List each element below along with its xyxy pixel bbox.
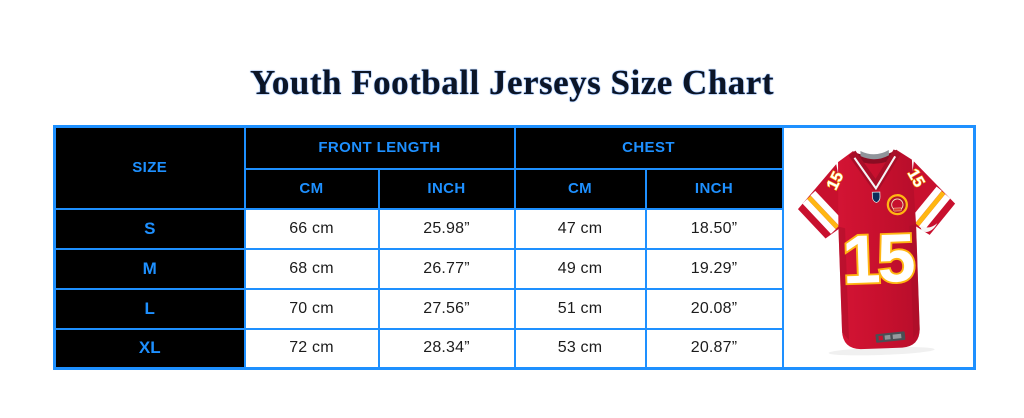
right-sleeve-stripes [910, 186, 951, 231]
collar-tape [860, 149, 890, 159]
table-row: L 70 cm 27.56” 51 cm 20.08” [53, 287, 975, 330]
chest-cm-header: CM [513, 167, 647, 210]
size-cell: L [53, 287, 246, 330]
front-length-cm-cell: 66 cm [243, 207, 380, 250]
page-title: Youth Football Jerseys Size Chart [250, 63, 774, 103]
nfl-shield-icon [872, 191, 881, 203]
size-chart-table: SIZE FRONT LENGTH CHEST [53, 125, 977, 370]
front-length-cm-header: CM [243, 167, 380, 210]
chest-inch-header: INCH [644, 167, 784, 210]
front-length-inch-header: INCH [377, 167, 516, 210]
chest-cm-cell: 51 cm [513, 287, 647, 330]
table-header-row: SIZE FRONT LENGTH CHEST [53, 125, 976, 370]
front-length-inch-cell: 25.98” [377, 207, 516, 250]
chest-inch-cell: 20.08” [644, 287, 784, 330]
table-subheader-row: CM INCH CM INCH [55, 167, 975, 210]
table-row: M 68 cm 26.77” 49 cm 19.29” [53, 247, 975, 290]
front-length-header: FRONT LENGTH [243, 125, 516, 170]
front-length-inch-cell: 26.77” [377, 247, 516, 290]
front-length-cm-cell: 70 cm [243, 287, 380, 330]
size-cell: S [53, 207, 246, 250]
size-cell: M [53, 247, 246, 290]
team-patch-icon [886, 193, 909, 215]
chest-header: CHEST [513, 125, 784, 170]
jersey-image: 15 15 15 [784, 128, 974, 367]
front-length-cm-cell: 72 cm [243, 327, 380, 370]
chest-cm-cell: 49 cm [513, 247, 647, 290]
jock-tag [875, 330, 906, 343]
chest-cm-cell: 47 cm [513, 207, 647, 250]
left-sleeve-stripes [802, 190, 845, 234]
size-column-header: SIZE [53, 125, 246, 210]
chest-inch-cell: 19.29” [644, 247, 784, 290]
jersey-illustration: 15 15 15 [798, 148, 956, 355]
size-cell: XL [53, 327, 246, 370]
table-row: XL 72 cm 28.34” 53 cm 20.87” [53, 327, 975, 370]
front-length-inch-cell: 27.56” [377, 287, 516, 330]
chest-inch-cell: 20.87” [644, 327, 784, 370]
chest-inch-cell: 18.50” [644, 207, 784, 250]
jersey-image-cell: 15 15 15 [781, 125, 976, 370]
front-length-cm-cell: 68 cm [243, 247, 380, 290]
front-length-inch-cell: 28.34” [377, 327, 516, 370]
chest-cm-cell: 53 cm [513, 327, 647, 370]
table-row: S 66 cm 25.98” 47 cm 18.50” [53, 207, 975, 250]
jersey-number: 15 [841, 219, 916, 297]
swoosh-icon [921, 222, 938, 232]
